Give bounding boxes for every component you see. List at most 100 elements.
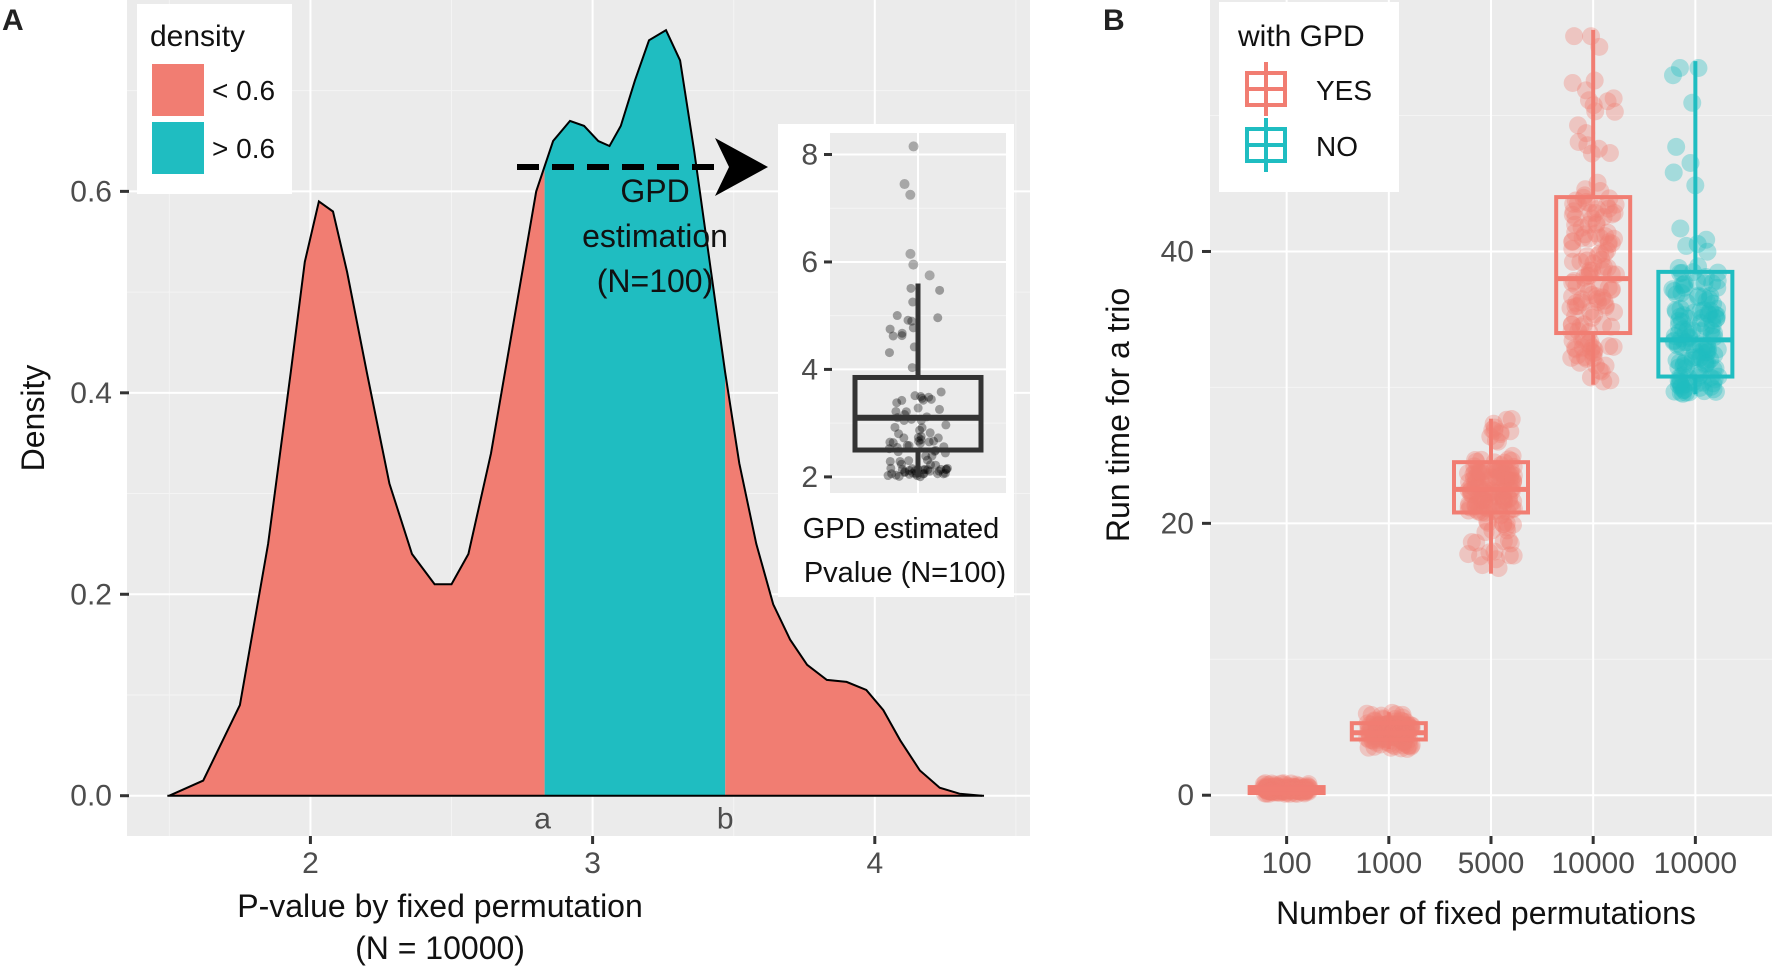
jitter-point-10000-yes bbox=[1599, 233, 1618, 252]
jitter-point-10000-yes bbox=[1563, 73, 1582, 92]
inset-jitter-point bbox=[936, 387, 946, 397]
jitter-point-10000-no bbox=[1700, 290, 1719, 309]
jitter-point-5000-yes bbox=[1469, 462, 1488, 481]
jitter-point-5000-yes bbox=[1486, 467, 1505, 486]
jitter-point-10000-yes bbox=[1604, 89, 1623, 108]
jitter-point-10000-no bbox=[1663, 66, 1682, 85]
jitter-point-10000-no bbox=[1675, 354, 1694, 373]
inset-jitter-point bbox=[885, 437, 895, 447]
jitter-point-10000-no bbox=[1671, 299, 1690, 318]
jitter-point-1000-yes bbox=[1393, 705, 1412, 724]
jitter-point-10000-no bbox=[1671, 219, 1690, 238]
jitter-point-5000-yes bbox=[1501, 464, 1520, 483]
jitter-point-5000-yes bbox=[1488, 432, 1507, 451]
jitter-point-5000-yes bbox=[1483, 495, 1502, 514]
jitter-point-5000-yes bbox=[1471, 472, 1490, 491]
jitter-point-10000-no bbox=[1685, 341, 1704, 360]
inset-jitter-point bbox=[941, 464, 951, 474]
jitter-point-10000-yes bbox=[1572, 293, 1591, 312]
inset-jitter-point bbox=[904, 466, 914, 476]
jitter-point-10000-yes bbox=[1603, 205, 1622, 224]
jitter-point-5000-yes bbox=[1500, 472, 1519, 491]
jitter-point-10000-yes bbox=[1563, 287, 1582, 306]
inset-box-marks bbox=[852, 141, 984, 482]
jitter-point-10000-no bbox=[1698, 242, 1717, 261]
jitter-point-10000-yes bbox=[1576, 180, 1595, 199]
jitter-point-10000-yes bbox=[1583, 261, 1602, 280]
jitter-point-1000-yes bbox=[1394, 732, 1413, 751]
panel-b-x-tick-label: 10000 bbox=[1654, 847, 1737, 880]
jitter-point-10000-no bbox=[1702, 377, 1721, 396]
inset-jitter-point bbox=[917, 393, 927, 403]
inset-jitter-point bbox=[918, 469, 928, 479]
panel-a-y-axis-title: Density bbox=[15, 365, 51, 472]
jitter-point-10000-yes bbox=[1586, 102, 1605, 121]
x-tick-label: 4 bbox=[866, 847, 883, 880]
jitter-point-10000-no bbox=[1690, 349, 1709, 368]
jitter-point-1000-yes bbox=[1381, 738, 1400, 757]
inset-jitter-point bbox=[934, 466, 944, 476]
jitter-point-10000-no bbox=[1706, 359, 1725, 378]
jitter-point-5000-yes bbox=[1497, 410, 1516, 429]
jitter-point-10000-yes bbox=[1596, 296, 1615, 315]
jitter-point-10000-yes bbox=[1574, 315, 1593, 334]
jitter-point-10000-no bbox=[1697, 343, 1716, 362]
jitter-point-10000-yes bbox=[1602, 281, 1621, 300]
jitter-point-10000-yes bbox=[1600, 337, 1619, 356]
jitter-point-10000-yes bbox=[1594, 372, 1613, 391]
inset-jitter-point bbox=[884, 348, 894, 358]
jitter-point-5000-yes bbox=[1469, 488, 1488, 507]
inset-jitter-point bbox=[906, 283, 916, 293]
jitter-point-10000-no bbox=[1703, 274, 1722, 293]
jitter-point-10000-yes bbox=[1582, 341, 1601, 360]
panel-b-x-axis-title: Number of fixed permutations bbox=[1276, 895, 1696, 931]
inset-jitter-point bbox=[913, 403, 923, 413]
jitter-point-10000-no bbox=[1707, 306, 1726, 325]
jitter-point-1000-yes bbox=[1399, 716, 1418, 735]
panel-a-legend-title: density bbox=[150, 20, 245, 53]
y-tick-label: 0.4 bbox=[70, 377, 112, 410]
jitter-point-10000-yes bbox=[1580, 261, 1599, 280]
jitter-point-5000-yes bbox=[1493, 487, 1512, 506]
jitter-point-10000-yes bbox=[1604, 229, 1623, 248]
jitter-point-10000-yes bbox=[1589, 246, 1608, 265]
jitter-point-5000-yes bbox=[1502, 472, 1521, 491]
panel-a-legend: density < 0.6 > 0.6 bbox=[137, 4, 292, 194]
jitter-point-10000-yes bbox=[1578, 251, 1597, 270]
jitter-point-10000-no bbox=[1704, 294, 1723, 313]
annotation-line3: (N=100) bbox=[597, 263, 714, 299]
inset-outlier-point bbox=[905, 189, 916, 200]
jitter-point-5000-yes bbox=[1466, 495, 1485, 514]
jitter-point-10000-yes bbox=[1595, 244, 1614, 263]
panel-b-legend: with GPD YES NO bbox=[1219, 2, 1399, 192]
jitter-point-10000-yes bbox=[1599, 235, 1618, 254]
jitter-point-10000-no bbox=[1669, 376, 1688, 395]
jitter-point-10000-yes bbox=[1587, 287, 1606, 306]
jitter-point-10000-no bbox=[1672, 284, 1691, 303]
jitter-point-10000-no bbox=[1703, 316, 1722, 335]
inset-jitter-point bbox=[887, 469, 897, 479]
jitter-point-10000-yes bbox=[1563, 232, 1582, 251]
jitter-point-10000-yes bbox=[1563, 331, 1582, 350]
jitter-point-10000-no bbox=[1705, 345, 1724, 364]
jitter-point-10000-yes bbox=[1583, 209, 1602, 228]
jitter-point-10000-yes bbox=[1587, 213, 1606, 232]
jitter-point-5000-yes bbox=[1503, 515, 1522, 534]
inset-jitter-point bbox=[926, 460, 936, 470]
inset-jitter-point bbox=[941, 465, 951, 475]
jitter-point-10000-yes bbox=[1595, 291, 1614, 310]
jitter-point-5000-yes bbox=[1500, 495, 1519, 514]
jitter-point-10000-no bbox=[1672, 312, 1691, 331]
jitter-point-5000-yes bbox=[1492, 461, 1511, 480]
jitter-point-10000-yes bbox=[1575, 225, 1594, 244]
jitter-point-10000-no bbox=[1667, 285, 1686, 304]
jitter-point-10000-yes bbox=[1591, 244, 1610, 263]
inset-jitter-point bbox=[886, 463, 896, 473]
inset-jitter-point bbox=[922, 455, 932, 465]
jitter-point-10000-yes bbox=[1566, 307, 1585, 326]
jitter-point-10000-no bbox=[1683, 351, 1702, 370]
inset-boxplot: 2 4 6 8 GPD estimated Pvalue (N=100) bbox=[778, 124, 1014, 597]
jitter-point-5000-yes bbox=[1498, 463, 1517, 482]
